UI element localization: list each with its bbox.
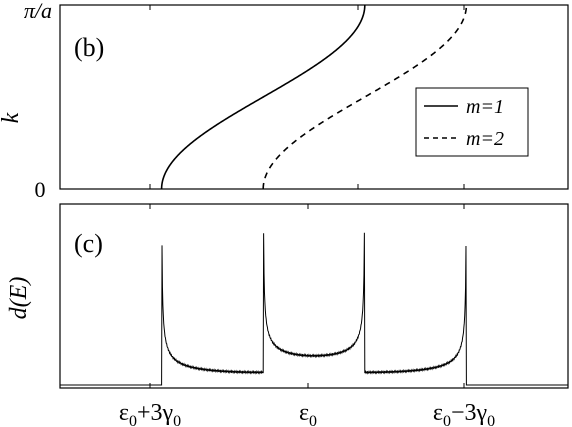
panel-c-ticks (149, 204, 465, 388)
series-line-m1 (160, 4, 366, 190)
panel-b-label: (b) (74, 33, 104, 62)
ylabel-c: d(E) (6, 277, 32, 320)
xtick-label-left: ε0+3γ0 (119, 400, 181, 427)
panel-b-ticks (60, 4, 465, 190)
panel-c-label: (c) (74, 229, 103, 258)
panel-b-frame (59, 4, 569, 190)
dos-line (60, 232, 568, 386)
series-line-m2 (262, 4, 468, 190)
legend-label-m1: m=1 (466, 96, 504, 118)
legend-label-m2: m=2 (466, 128, 504, 150)
legend-box (415, 87, 529, 157)
ytick-b-bottom: 0 (35, 177, 46, 202)
panel-c-frame (59, 203, 569, 389)
xtick-label-center: ε0 (299, 400, 317, 427)
legend: m=1 m=2 (415, 87, 529, 157)
xtick-label-right: ε0−3γ0 (433, 400, 495, 427)
ylabel-b: k (0, 112, 24, 123)
ytick-b-top: π/a (24, 0, 52, 23)
